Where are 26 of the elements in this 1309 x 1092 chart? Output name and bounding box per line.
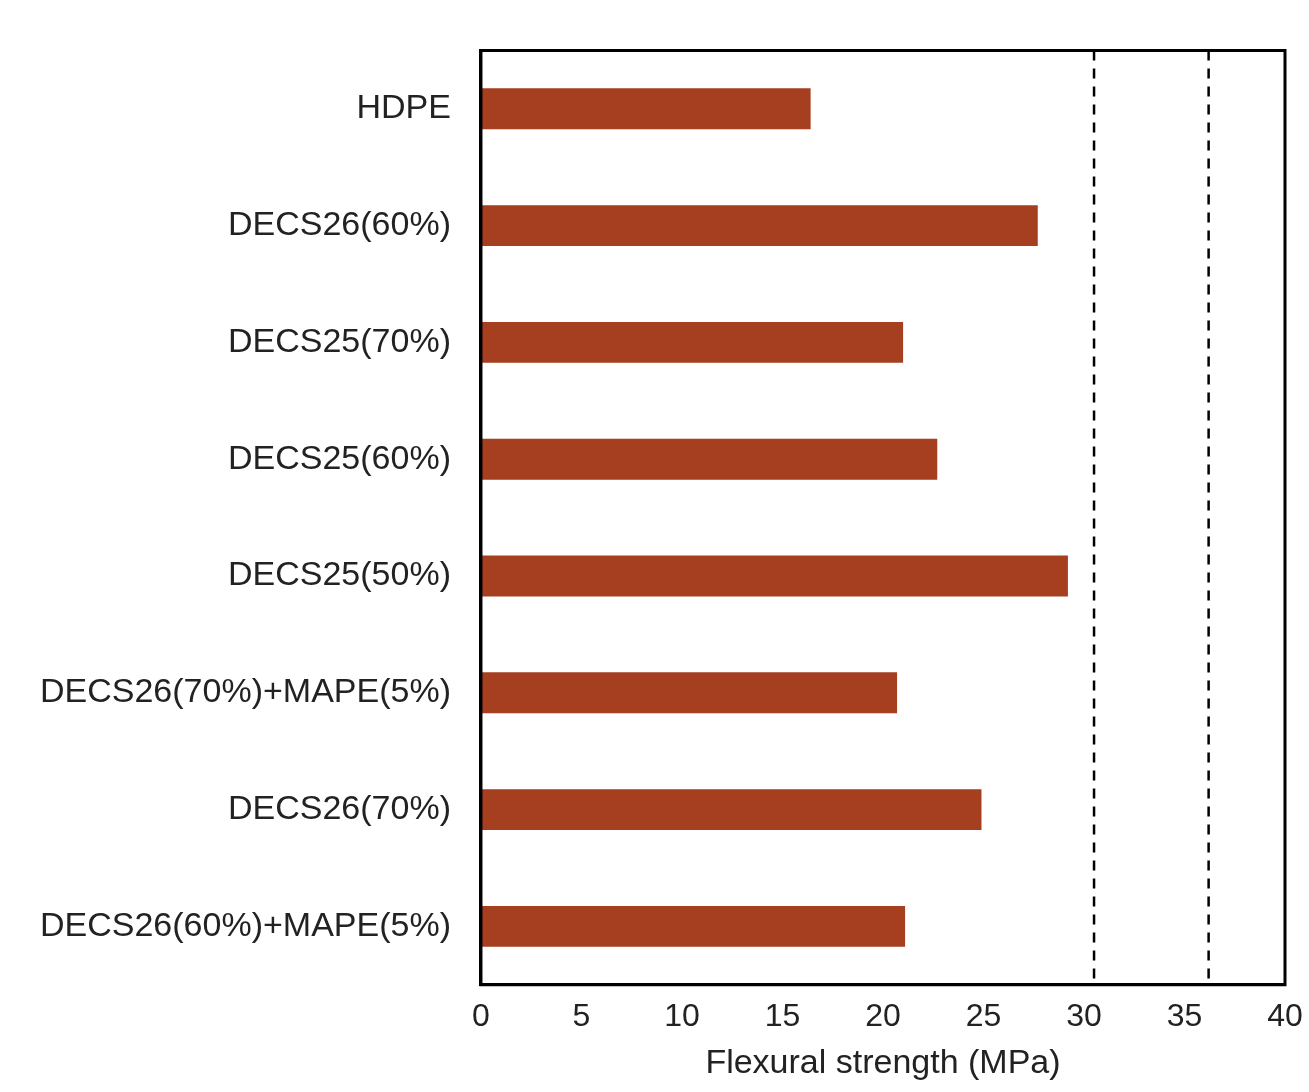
x-tick-label: 15 [764, 996, 801, 1033]
bar [480, 88, 811, 130]
y-tick-label: DECS26(70%)+MAPE(5%) [39, 671, 451, 710]
y-tick-label: DECS25(60%) [227, 437, 451, 476]
x-axis-title: Flexural strength (MPa) [705, 1041, 1061, 1080]
y-tick-label: DECS25(50%) [227, 554, 451, 593]
bar [480, 555, 1068, 597]
x-tick-label: 0 [472, 996, 490, 1033]
bar [480, 438, 938, 480]
x-tick-label: 30 [1066, 996, 1102, 1033]
x-tick-label: 25 [965, 996, 1002, 1033]
y-tick-label: HDPE [356, 87, 451, 126]
bar [480, 789, 982, 831]
x-tick-label: 35 [1166, 996, 1203, 1033]
bar [480, 205, 1038, 247]
bar [480, 672, 898, 714]
x-tick-label: 20 [865, 996, 901, 1033]
y-tick-label: DECS26(70%) [227, 787, 451, 826]
bar [480, 321, 904, 363]
y-tick-label: DECS26(60%)+MAPE(5%) [39, 904, 451, 943]
bar [480, 905, 906, 947]
x-tick-label: 40 [1267, 996, 1303, 1033]
y-tick-label: DECS26(60%) [227, 203, 451, 242]
x-tick-label: 10 [664, 996, 700, 1033]
y-tick-label: DECS25(70%) [227, 320, 451, 359]
x-tick-label: 5 [572, 996, 591, 1033]
